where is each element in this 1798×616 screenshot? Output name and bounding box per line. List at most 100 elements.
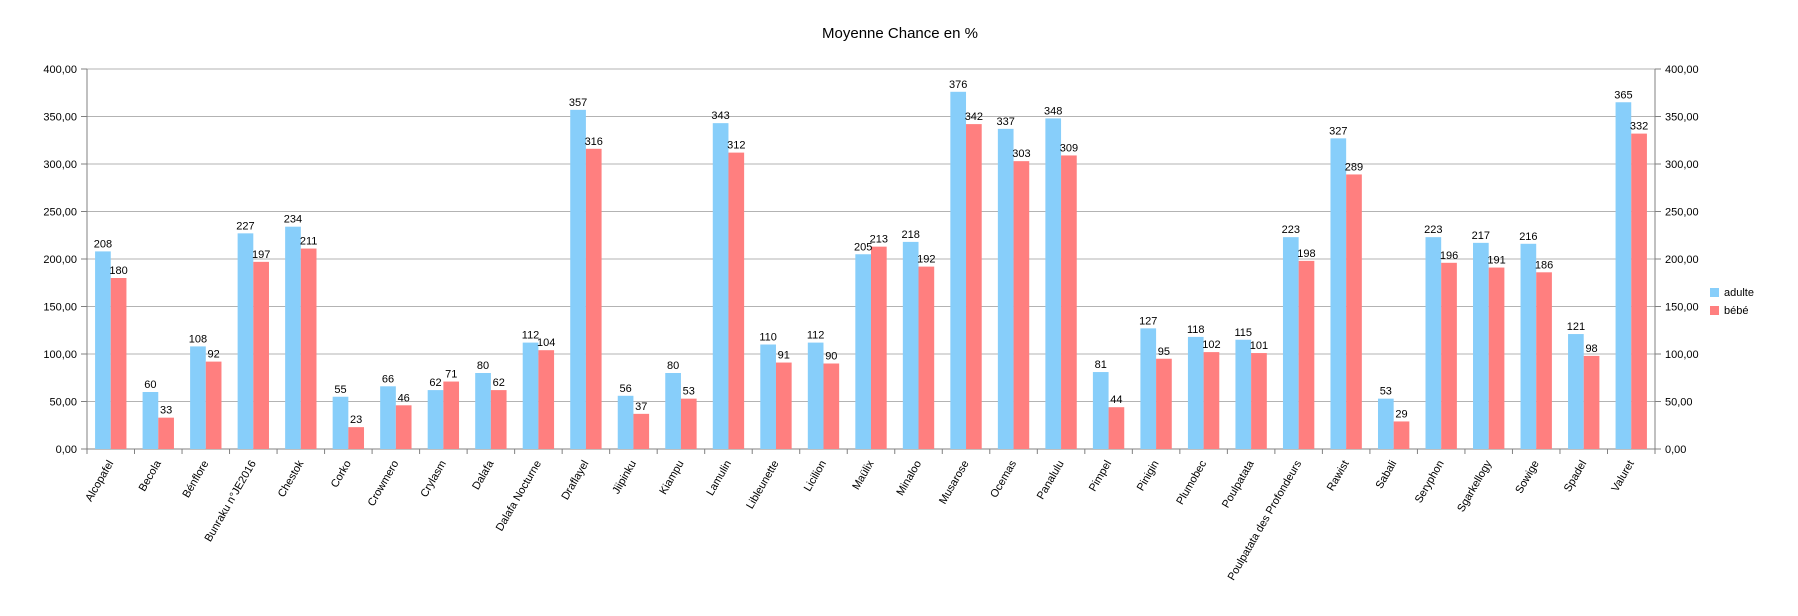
data-label: 223: [1282, 224, 1300, 236]
data-label: 115: [1235, 327, 1253, 339]
bar: [823, 363, 840, 449]
bar: [1013, 161, 1030, 449]
left-y-tick-label: 200,00: [43, 254, 77, 266]
bar: [855, 254, 871, 449]
left-y-tick-label: 150,00: [43, 302, 77, 314]
data-label: 342: [965, 111, 983, 123]
bar: [1583, 355, 1600, 449]
right-y-tick-label: 300,00: [1665, 159, 1699, 171]
legend: adulte bébé: [1710, 287, 1754, 317]
bar: [1520, 243, 1537, 449]
data-label: 108: [189, 333, 207, 345]
bar: [997, 128, 1014, 449]
left-y-tick-label: 400,00: [43, 64, 77, 76]
category-label: Pimpel: [1087, 459, 1114, 494]
data-label: 80: [477, 360, 489, 372]
data-label: 53: [683, 386, 695, 398]
bar: [332, 396, 349, 449]
bar: [253, 261, 269, 449]
bar: [1377, 398, 1394, 449]
category-label: Sgarkellogy: [1455, 458, 1494, 514]
category-label: Pinigin: [1135, 459, 1162, 494]
right-y-tick-label: 250,00: [1665, 207, 1699, 219]
bar: [950, 91, 967, 450]
data-label: 53: [1380, 386, 1392, 398]
bar: [775, 362, 792, 449]
left-y-tick-label: 250,00: [43, 207, 77, 219]
category-label: Bénflore: [181, 459, 212, 500]
data-label: 46: [398, 392, 410, 404]
bar: [1473, 242, 1489, 449]
data-label: 98: [1585, 343, 1597, 355]
bar: [1346, 174, 1362, 449]
bar: [902, 241, 919, 449]
right-y-tick-label: 150,00: [1665, 302, 1699, 314]
left-y-tick-label: 50,00: [49, 397, 77, 409]
bar: [142, 392, 159, 449]
data-label: 316: [585, 136, 603, 148]
data-label: 37: [635, 401, 647, 413]
bar: [443, 381, 460, 449]
data-label: 357: [569, 97, 587, 109]
bar: [1092, 372, 1109, 449]
data-label: 337: [997, 116, 1015, 128]
bar: [205, 361, 222, 449]
bar: [807, 342, 824, 449]
data-label: 197: [252, 249, 270, 261]
data-label: 332: [1630, 121, 1648, 133]
category-label: Valuret: [1609, 459, 1636, 494]
bar: [585, 148, 602, 450]
category-label: Poulpatata: [1220, 458, 1257, 510]
bar: [1441, 262, 1457, 449]
data-label: 327: [1329, 125, 1347, 137]
category-label: Maülix: [850, 458, 877, 492]
category-label: Musarose: [937, 459, 972, 507]
data-label: 62: [429, 377, 441, 389]
bar: [1330, 138, 1347, 449]
category-label: Panalulu: [1035, 459, 1067, 502]
data-label: 29: [1395, 408, 1407, 420]
left-y-tick-label: 100,00: [43, 349, 77, 361]
data-label: 191: [1487, 255, 1505, 267]
category-label: Jiipinku: [610, 459, 639, 497]
data-label: 90: [825, 351, 837, 363]
right-y-tick-label: 350,00: [1665, 112, 1699, 124]
bar: [1568, 334, 1584, 449]
data-label: 102: [1202, 339, 1220, 351]
data-label: 71: [445, 369, 457, 381]
bar: [1203, 352, 1220, 449]
data-label: 95: [1158, 346, 1170, 358]
bar: [680, 398, 697, 449]
bar: [300, 248, 317, 449]
bar: [538, 350, 555, 449]
data-label: 303: [1012, 148, 1030, 160]
category-label: Sowige: [1513, 459, 1541, 496]
data-label: 112: [807, 330, 825, 342]
data-label: 80: [667, 360, 679, 372]
bar: [237, 233, 254, 449]
bar: [348, 427, 365, 449]
bar: [617, 395, 634, 449]
data-label: 196: [1440, 250, 1458, 262]
category-label: Libleunette: [744, 459, 781, 512]
data-label: 23: [350, 414, 362, 426]
data-label: 56: [619, 383, 631, 395]
right-y-tick-label: 100,00: [1665, 349, 1699, 361]
bars: [95, 91, 1647, 450]
category-label: Seryphon: [1413, 459, 1447, 506]
bar: [712, 123, 729, 450]
data-label: 227: [236, 220, 254, 232]
category-label: Bunraku n°JE2016: [203, 459, 259, 545]
legend-entry: bébé: [1724, 305, 1748, 317]
right-y-tick-label: 0,00: [1665, 444, 1686, 456]
right-y-axis-ticks: 0,00 50,00 100,00 150,00 200,00 250,00 300,00 3…: [1665, 64, 1699, 456]
category-label: Dalafa: [470, 458, 497, 492]
bar: [110, 278, 127, 449]
data-label: 376: [949, 79, 967, 91]
bar: [1282, 237, 1299, 449]
bar: [633, 413, 650, 449]
data-label: 186: [1535, 259, 1553, 271]
data-label: 312: [727, 140, 745, 152]
bar: [190, 346, 206, 449]
